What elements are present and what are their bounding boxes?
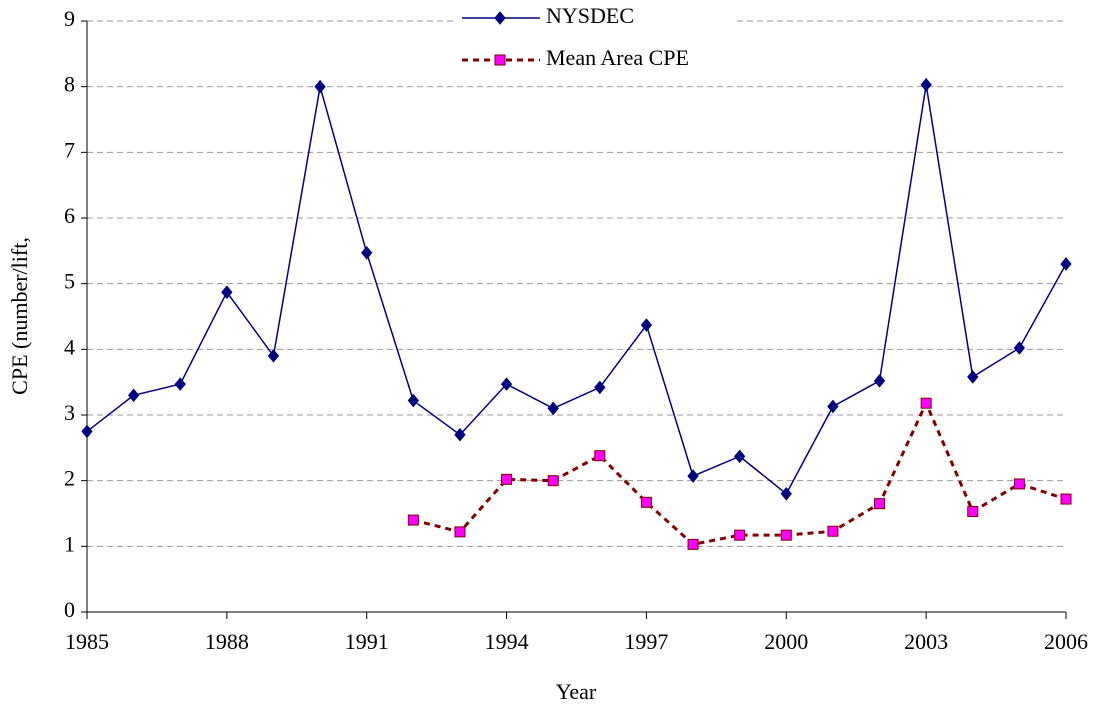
marker xyxy=(920,397,932,409)
marker xyxy=(454,526,466,538)
series-line xyxy=(412,399,1067,546)
marker xyxy=(780,529,792,541)
marker xyxy=(734,529,746,541)
marker xyxy=(494,11,506,25)
x-axis-label: Year xyxy=(556,679,597,704)
marker xyxy=(547,401,559,416)
marker xyxy=(967,506,979,518)
y-tick-label: 2 xyxy=(64,466,75,491)
x-tick-label: 2006 xyxy=(1044,629,1088,654)
marker xyxy=(827,525,839,537)
marker xyxy=(780,487,792,501)
marker xyxy=(1013,341,1026,355)
marker xyxy=(640,318,653,332)
marker xyxy=(1060,257,1072,271)
marker xyxy=(874,498,886,510)
marker xyxy=(1060,493,1072,505)
y-tick-label: 3 xyxy=(64,400,75,425)
marker xyxy=(407,393,419,408)
x-tick-label: 1997 xyxy=(624,629,668,654)
marker xyxy=(827,399,839,414)
x-tick-label: 1985 xyxy=(65,629,109,654)
x-tick-label: 1991 xyxy=(345,629,389,654)
marker xyxy=(640,496,652,508)
marker xyxy=(407,514,419,526)
marker xyxy=(501,473,513,485)
marker xyxy=(267,349,280,363)
y-tick-label: 0 xyxy=(64,597,75,622)
marker xyxy=(1013,478,1025,490)
x-tick-label: 2003 xyxy=(904,629,948,654)
marker xyxy=(547,475,559,487)
marker xyxy=(967,370,979,384)
marker xyxy=(221,285,233,299)
y-tick-label: 5 xyxy=(64,269,75,294)
marker xyxy=(361,246,373,260)
marker xyxy=(594,380,606,395)
x-tick-label: 2000 xyxy=(764,629,808,654)
marker xyxy=(81,424,93,439)
y-tick-label: 1 xyxy=(64,531,75,556)
marker xyxy=(920,77,932,92)
y-tick-label: 7 xyxy=(64,137,75,162)
y-axis-label: CPE (number/lift, xyxy=(7,237,32,395)
marker xyxy=(127,388,140,403)
x-tick-label: 1994 xyxy=(485,629,529,654)
marker xyxy=(687,538,699,550)
marker xyxy=(314,79,326,94)
marker xyxy=(734,449,746,464)
y-tick-label: 9 xyxy=(64,6,75,31)
marker xyxy=(494,54,506,66)
marker xyxy=(174,377,186,391)
marker xyxy=(687,469,699,483)
y-tick-label: 4 xyxy=(64,334,75,359)
y-tick-label: 6 xyxy=(64,203,75,228)
marker xyxy=(594,450,606,462)
marker xyxy=(454,427,466,442)
series-line xyxy=(86,84,1067,495)
legend-label: NYSDEC xyxy=(546,3,634,28)
y-tick-label: 8 xyxy=(64,72,75,97)
marker xyxy=(873,374,886,388)
marker xyxy=(500,377,513,391)
x-tick-label: 1988 xyxy=(205,629,249,654)
legend-label: Mean Area CPE xyxy=(546,45,689,70)
